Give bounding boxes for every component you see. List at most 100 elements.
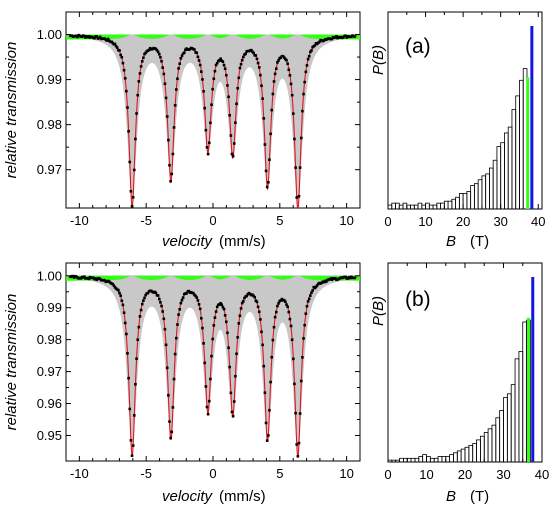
histogram-bar: [458, 192, 464, 210]
data-point: [157, 52, 161, 56]
x-tick-label: 0: [384, 214, 391, 229]
data-point: [185, 292, 188, 295]
data-point: [212, 324, 216, 327]
data-point: [252, 294, 255, 298]
data-point: [123, 321, 127, 325]
y-tick-label: 0.98: [37, 117, 62, 132]
x-tick-label: 30: [496, 467, 510, 482]
data-point: [281, 54, 285, 58]
histogram-bar: [483, 432, 489, 463]
x-tick-label: 10: [339, 466, 353, 481]
histogram-bar: [391, 459, 397, 463]
data-point: [307, 54, 311, 58]
data-point: [193, 48, 196, 51]
y-tick-label: 0.97: [37, 162, 62, 177]
histogram-bar: [387, 459, 393, 463]
data-point: [228, 365, 231, 369]
data-point: [230, 152, 234, 156]
data-point: [231, 154, 235, 158]
data-point: [223, 314, 227, 317]
data-point: [225, 320, 228, 324]
data-point: [288, 73, 292, 77]
data-point: [306, 300, 310, 303]
data-point: [169, 179, 172, 183]
data-point: [83, 275, 86, 278]
data-point: [137, 325, 141, 329]
data-point: [276, 61, 279, 64]
data-point: [342, 36, 345, 39]
data-point: [172, 126, 176, 129]
data-point: [147, 48, 151, 52]
data-point: [139, 65, 143, 68]
data-point: [269, 380, 272, 384]
histogram-bar: [481, 175, 487, 210]
data-point: [268, 408, 271, 412]
data-point: [297, 209, 300, 212]
data-point: [221, 60, 225, 63]
data-point: [232, 400, 236, 403]
data-point: [177, 313, 180, 316]
data-point: [282, 298, 286, 302]
data-point: [168, 420, 171, 423]
data-point: [207, 399, 211, 403]
data-point: [344, 275, 347, 279]
spectrum-a-xlabel: velocity: [162, 233, 214, 250]
data-point: [194, 294, 197, 298]
data-point: [195, 296, 199, 299]
histogram-bar: [500, 142, 505, 210]
data-point: [295, 443, 299, 446]
histogram-bar: [441, 456, 447, 463]
histogram-bar: [447, 200, 453, 210]
data-point: [298, 166, 302, 169]
data-point: [98, 35, 102, 39]
data-point: [314, 285, 318, 289]
data-point: [236, 336, 239, 339]
data-point: [202, 89, 205, 93]
data-point: [293, 137, 296, 141]
data-point: [138, 72, 142, 75]
y-tick-label: 0.99: [37, 300, 62, 315]
data-point: [274, 310, 278, 314]
data-point: [128, 407, 132, 411]
histogram-bar: [428, 204, 434, 210]
data-point: [249, 48, 253, 52]
data-point: [117, 288, 120, 292]
data-point: [213, 316, 217, 319]
data-point: [289, 324, 293, 328]
data-point: [122, 68, 126, 72]
histogram-bar: [436, 202, 441, 210]
histogram-bar: [425, 202, 430, 210]
data-point: [299, 379, 303, 383]
data-point: [156, 50, 160, 54]
data-point: [335, 35, 338, 38]
data-point: [164, 343, 168, 347]
data-point: [315, 284, 319, 287]
data-point: [290, 93, 294, 97]
data-point: [126, 352, 129, 355]
x-tick-label: -5: [140, 213, 152, 228]
data-point: [301, 356, 304, 359]
data-point: [120, 299, 124, 303]
data-point: [294, 166, 297, 169]
data-point: [197, 59, 201, 62]
data-point: [134, 137, 137, 141]
data-point: [238, 314, 242, 318]
data-point: [130, 454, 134, 457]
histogram-bar: [489, 167, 494, 210]
histogram-bar: [479, 435, 485, 463]
data-point: [287, 68, 291, 72]
data-point: [127, 376, 130, 380]
x-tick-label: -10: [70, 466, 89, 481]
data-point: [210, 103, 213, 107]
data-point: [264, 421, 268, 425]
data-point: [227, 95, 230, 99]
data-point: [206, 152, 210, 156]
histogram-bar: [451, 198, 457, 210]
data-point: [256, 305, 260, 309]
data-point: [238, 66, 242, 70]
data-point: [277, 59, 280, 62]
histogram-bar: [466, 191, 472, 210]
data-point: [282, 56, 286, 59]
histogram-bar: [456, 450, 462, 463]
data-point: [140, 302, 144, 306]
